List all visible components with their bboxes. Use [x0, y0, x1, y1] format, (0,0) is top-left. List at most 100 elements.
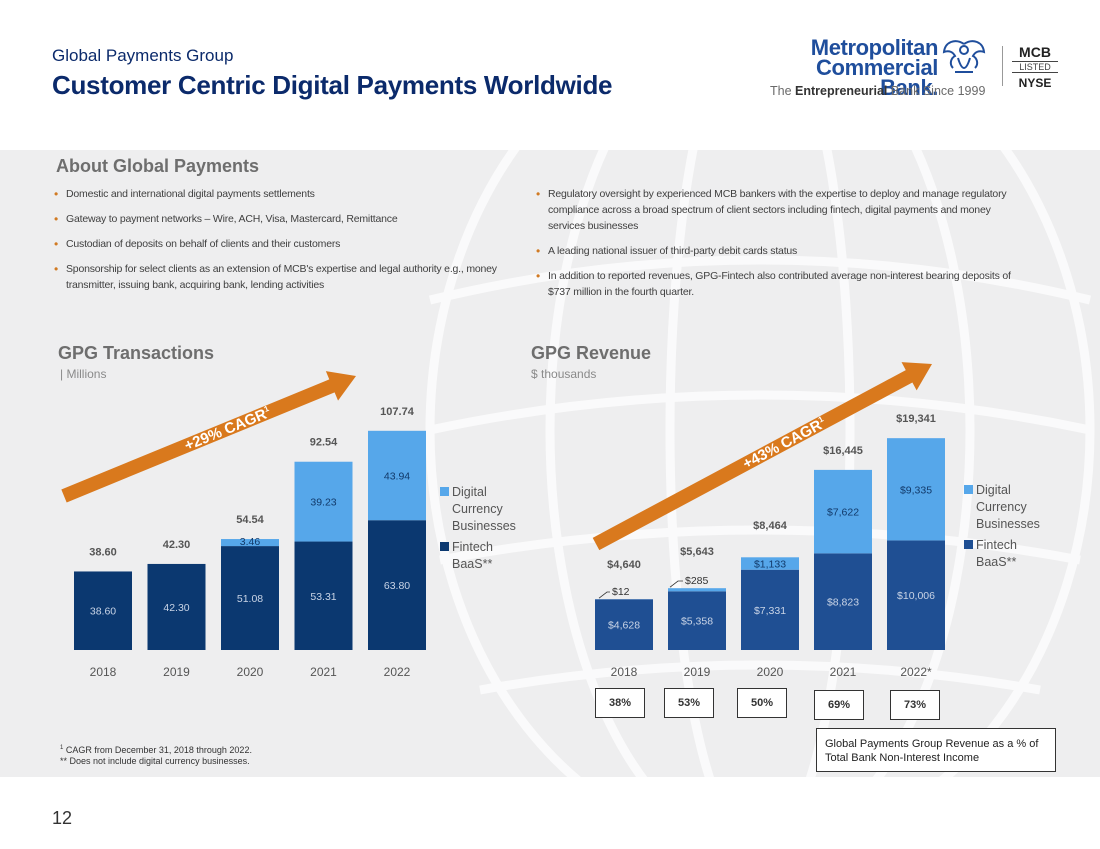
- x-tick-label: 2019: [163, 665, 190, 679]
- legend-fintech-swatch: [440, 542, 449, 551]
- bar-fintech-value: 53.31: [310, 591, 336, 603]
- about-left-bullet: Gateway to payment networks – Wire, ACH,…: [52, 211, 522, 227]
- cagr-arrow: [592, 362, 932, 551]
- x-tick-label: 2018: [90, 665, 117, 679]
- revenue-legend: Digital Currency Businesses Fintech BaaS…: [964, 482, 1040, 571]
- legend-fintech: Fintech: [964, 537, 1040, 554]
- about-left-bullet: Custodian of deposits on behalf of clien…: [52, 236, 522, 252]
- bar-total-label: $5,643: [680, 546, 714, 558]
- legend-digital-line: Currency: [976, 500, 1027, 514]
- share-note-box: Global Payments Group Revenue as a % of …: [816, 728, 1056, 772]
- bar-total-label: 107.74: [380, 406, 415, 418]
- bar-fintech-value: 42.30: [163, 602, 189, 614]
- share-box-2018: 38%: [595, 688, 645, 718]
- bar-fintech-2020: [741, 569, 799, 650]
- legend-digital: Digital: [964, 482, 1040, 499]
- revenue-chart-subtitle: $ thousands: [531, 367, 597, 381]
- bar-fintech-2018: [74, 571, 132, 650]
- cagr-arrow: [61, 371, 357, 503]
- bar-digital-2021: [814, 469, 872, 554]
- bar-digital-value: $285: [685, 575, 709, 587]
- bar-digital-2020: [741, 557, 799, 570]
- bar-digital-value: $7,622: [827, 507, 859, 519]
- about-right-bullet: A leading national issuer of third-party…: [534, 243, 1024, 259]
- legend-digital-line: Digital: [976, 483, 1011, 497]
- logo-line-2: Commercial Bank.: [816, 55, 938, 100]
- bar-digital-value: $12: [612, 586, 630, 598]
- about-title: About Global Payments: [56, 156, 260, 176]
- x-tick-label: 2021: [310, 665, 337, 679]
- about-right-bullet: Regulatory oversight by experienced MCB …: [534, 186, 1024, 234]
- legend-fintech-line: BaaS**: [452, 557, 493, 571]
- logo-line-1: Metropolitan: [810, 35, 939, 60]
- legend-digital-line: Currency: [452, 502, 503, 516]
- callout-line: [598, 591, 610, 599]
- bar-total-label: $4,640: [607, 559, 641, 571]
- bar-total-label: $19,341: [896, 413, 936, 425]
- bar-fintech-2022: [368, 520, 426, 650]
- legend-digital-swatch: [964, 485, 973, 494]
- bar-fintech-2019: [147, 563, 206, 650]
- legend-digital: Digital: [440, 484, 516, 501]
- tag-pre: The: [770, 84, 796, 98]
- eagle-logo-icon: [942, 40, 986, 73]
- bar-digital-value: $9,335: [900, 484, 932, 496]
- bar-digital-value: 39.23: [310, 497, 336, 509]
- bar-fintech-value: $5,358: [681, 616, 713, 628]
- footnotes: 1 CAGR from December 31, 2018 through 20…: [60, 743, 252, 767]
- bar-digital-2022: [368, 430, 426, 521]
- bar-fintech-2021: [294, 541, 353, 650]
- legend-digital-line: Digital: [452, 485, 487, 499]
- transactions-chart-subtitle: | Millions: [60, 367, 107, 381]
- about-left-list: Domestic and international digital payme…: [52, 186, 522, 302]
- bar-fintech-value: $10,006: [897, 590, 935, 602]
- legend-fintech-line: Fintech: [976, 538, 1017, 552]
- x-tick-label: 2022*: [900, 665, 932, 679]
- bar-fintech-2021: [814, 553, 872, 650]
- listing-exchange: NYSE: [1018, 76, 1052, 90]
- x-tick-label: 2022: [384, 665, 411, 679]
- bar-total-label: 38.60: [89, 546, 117, 558]
- bar-fintech-value: $7,331: [754, 605, 786, 617]
- bar-fintech-2020: [221, 546, 279, 650]
- legend-fintech: Fintech: [440, 539, 516, 556]
- page-number: 12: [52, 808, 73, 828]
- x-tick-label: 2021: [830, 665, 857, 679]
- share-box-2022: 73%: [890, 690, 940, 720]
- footnote-1-text: CAGR from December 31, 2018 through 2022…: [63, 745, 252, 755]
- share-box-2021: 69%: [814, 690, 864, 720]
- footnote-1-marker: 1: [60, 745, 64, 751]
- bar-total-label: $16,445: [823, 445, 863, 457]
- transactions-chart-title: GPG Transactions: [58, 343, 215, 363]
- transactions-legend: Digital Currency Businesses Fintech BaaS…: [440, 484, 516, 573]
- cagr-footnote-marker: 1: [263, 404, 271, 414]
- legend-fintech-swatch: [964, 540, 973, 549]
- legend-fintech-line: BaaS**: [976, 555, 1017, 569]
- about-right-bullet: In addition to reported revenues, GPG-Fi…: [534, 268, 1024, 300]
- bar-total-label: 92.54: [310, 437, 338, 449]
- bar-digital-2022*: [887, 438, 945, 541]
- tag-bold: Entrepreneurial: [795, 84, 888, 98]
- bar-fintech-value: 38.60: [90, 606, 116, 618]
- bar-digital-value: $1,133: [754, 559, 786, 571]
- bar-total-label: 42.30: [163, 539, 191, 551]
- callout-line: [669, 580, 683, 588]
- revenue-chart-title: GPG Revenue: [531, 343, 652, 363]
- footnote-2: ** Does not include digital currency bus…: [60, 756, 250, 766]
- share-box-2019: 53%: [664, 688, 714, 718]
- legend-digital-swatch: [440, 487, 449, 496]
- x-tick-label: 2019: [684, 665, 711, 679]
- footnote-1: 1 CAGR from December 31, 2018 through 20…: [60, 743, 252, 756]
- listing-ticker: MCB: [1019, 44, 1051, 60]
- bar-total-label: $8,464: [753, 520, 788, 532]
- bar-fintech-2019: [668, 591, 726, 650]
- bar-fintech-value: 51.08: [237, 593, 263, 605]
- bar-digital-value: 3.46: [240, 536, 261, 548]
- bar-digital-2021: [294, 461, 353, 542]
- legend-digital-line: Businesses: [452, 519, 516, 533]
- x-tick-label: 2020: [237, 665, 264, 679]
- bar-fintech-value: $4,628: [608, 620, 640, 632]
- logo-tagline: The Entrepreneurial Bank Since 1999: [770, 84, 985, 98]
- cagr-label: +43% CAGR1: [740, 414, 829, 472]
